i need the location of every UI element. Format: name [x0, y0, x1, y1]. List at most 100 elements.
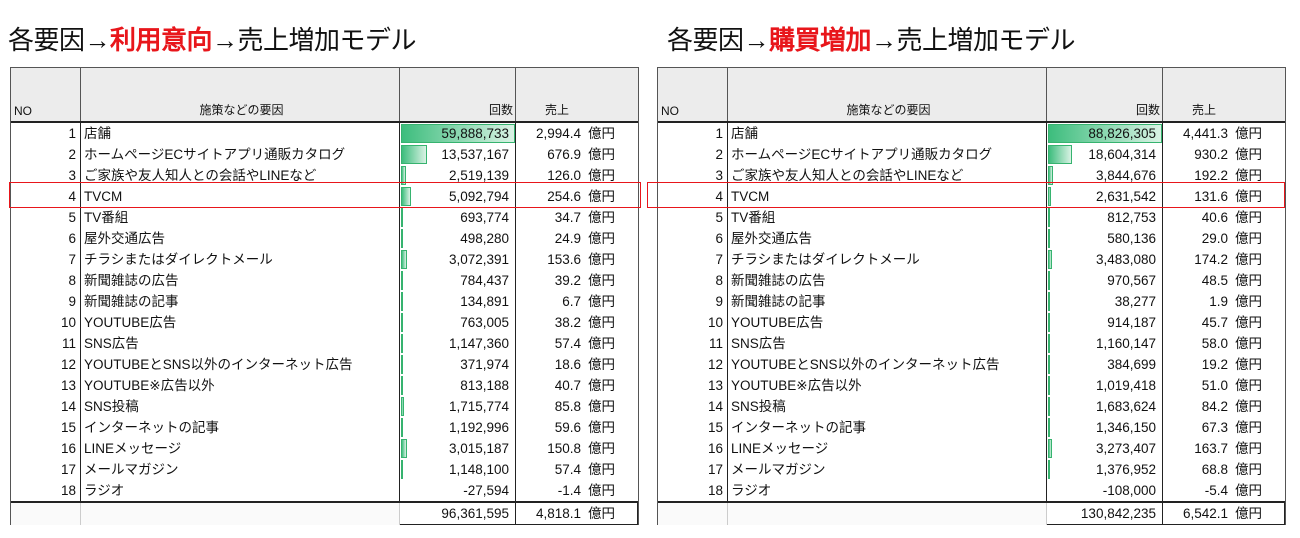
row-number: 12: [11, 354, 81, 375]
row-unit: 億円: [1235, 147, 1262, 162]
header-no-label: NO: [14, 104, 32, 118]
row-unit: 億円: [1235, 273, 1262, 288]
header-count: 回数: [400, 68, 516, 121]
row-sales: 40.6: [1201, 210, 1228, 225]
row-count-value: 2,519,139: [448, 168, 509, 183]
row-count: 1,148,100: [400, 459, 516, 480]
row-unit: 億円: [1235, 378, 1262, 393]
total-unit: 億円: [1228, 503, 1285, 525]
data-bar: [401, 439, 407, 458]
row-count-value: 3,483,080: [1095, 252, 1156, 267]
row-count: 38,277: [1047, 291, 1163, 312]
table-row: 13 YOUTUBE※広告以外 813,188 40.7 億円: [11, 375, 638, 396]
data-bar: [1048, 187, 1052, 206]
left-title: 各要因→利用意向→売上増加モデル: [8, 20, 417, 57]
data-bar: [401, 271, 403, 290]
row-count-value: 13,537,167: [441, 147, 509, 162]
table-row: 11 SNS広告 1,147,360 57.4 億円: [11, 333, 638, 354]
row-count-value: 763,005: [460, 315, 509, 330]
row-number: 1: [11, 123, 81, 144]
data-bar: [1048, 208, 1050, 227]
row-count-value: 1,148,100: [448, 462, 509, 477]
row-sales: 57.4: [554, 462, 581, 477]
row-count-value: 1,019,418: [1095, 378, 1156, 393]
row-count-value: -108,000: [1102, 483, 1156, 498]
row-number: 7: [11, 249, 81, 270]
row-factor: 新聞雑誌の広告: [81, 270, 400, 291]
total-row: 96,361,595 4,818.1 億円: [11, 501, 638, 525]
row-count-value: 3,072,391: [448, 252, 509, 267]
row-sales: 45.7: [1201, 315, 1228, 330]
table-row: 6 屋外交通広告 498,280 24.9 億円: [11, 228, 638, 249]
row-count: 3,844,676: [1047, 165, 1163, 186]
header-sales-label: 売上: [1191, 103, 1216, 117]
row-sales: 126.0: [547, 168, 581, 183]
total-blank: [658, 503, 728, 525]
row-count: 371,974: [400, 354, 516, 375]
row-unit: 億円: [1235, 189, 1262, 204]
row-count: 3,072,391: [400, 249, 516, 270]
row-count-value: 3,015,187: [448, 441, 509, 456]
row-count: 914,187: [1047, 312, 1163, 333]
row-number: 7: [658, 249, 728, 270]
row-count: 5,092,794: [400, 186, 516, 207]
row-sales: 40.7: [554, 378, 581, 393]
data-bar: [401, 208, 403, 227]
row-sales: 29.0: [1201, 231, 1228, 246]
left-table: NO 施策などの要因 回数 売上 1 店舗 59,888,733 2,994.4 億円 2 ホームペ…: [10, 67, 639, 525]
row-unit: 億円: [1235, 441, 1262, 456]
row-sales: -1.4: [557, 483, 581, 498]
data-bar: [1048, 250, 1053, 269]
total-blank: [11, 503, 81, 525]
table-row: 12 YOUTUBEとSNS以外のインターネット広告 371,974 18.6 億円: [11, 354, 638, 375]
row-count: 1,192,996: [400, 417, 516, 438]
table-row: 7 チラシまたはダイレクトメール 3,072,391 153.6 億円: [11, 249, 638, 270]
data-bar: [1048, 439, 1053, 458]
row-number: 5: [11, 207, 81, 228]
table-row: 4 TVCM 5,092,794 254.6 億円: [11, 186, 638, 207]
row-factor: 店舗: [81, 123, 400, 144]
table-row: 2 ホームページECサイトアプリ通販カタログ 18,604,314 930.2 億円: [658, 144, 1285, 165]
row-factor: TV番組: [81, 207, 400, 228]
row-unit: 億円: [588, 336, 615, 351]
row-number: 8: [11, 270, 81, 291]
row-number: 9: [658, 291, 728, 312]
row-count-value: 914,187: [1107, 315, 1156, 330]
data-bar: [1048, 271, 1050, 290]
row-unit: 億円: [1235, 483, 1262, 498]
table-row: 1 店舗 88,826,305 4,441.3 億円: [658, 123, 1285, 144]
row-sales: 19.2: [1201, 357, 1228, 372]
row-count: 812,753: [1047, 207, 1163, 228]
row-count-value: 970,567: [1107, 273, 1156, 288]
row-unit: 億円: [1235, 357, 1262, 372]
row-sales: 48.5: [1201, 273, 1228, 288]
row-count: 1,019,418: [1047, 375, 1163, 396]
row-factor: チラシまたはダイレクトメール: [728, 249, 1047, 270]
row-number: 1: [658, 123, 728, 144]
table-row: 4 TVCM 2,631,542 131.6 億円: [658, 186, 1285, 207]
table-row: 11 SNS広告 1,160,147 58.0 億円: [658, 333, 1285, 354]
table-row: 9 新聞雑誌の記事 134,891 6.7 億円: [11, 291, 638, 312]
row-count-value: 5,092,794: [448, 189, 509, 204]
table-row: 18 ラジオ -108,000 -5.4 億円: [658, 480, 1285, 501]
row-factor: TVCM: [728, 186, 1047, 207]
row-unit: 億円: [588, 483, 615, 498]
row-number: 17: [658, 459, 728, 480]
row-unit: 億円: [1235, 420, 1262, 435]
row-unit: 億円: [588, 357, 615, 372]
row-factor: YOUTUBE広告: [81, 312, 400, 333]
data-bar: [1048, 397, 1051, 416]
row-count-value: 498,280: [460, 231, 509, 246]
row-count-value: 59,888,733: [441, 126, 509, 141]
table-row: 3 ご家族や友人知人との会話やLINEなど 2,519,139 126.0 億円: [11, 165, 638, 186]
row-count: 2,631,542: [1047, 186, 1163, 207]
table-row: 5 TV番組 812,753 40.6 億円: [658, 207, 1285, 228]
row-number: 14: [11, 396, 81, 417]
row-number: 18: [11, 480, 81, 501]
table-row: 16 LINEメッセージ 3,273,407 163.7 億円: [658, 438, 1285, 459]
row-count-value: 2,631,542: [1095, 189, 1156, 204]
title-prefix: 各要因→: [8, 25, 111, 55]
row-number: 2: [11, 144, 81, 165]
row-sales: 58.0: [1201, 336, 1228, 351]
row-sales: 39.2: [554, 273, 581, 288]
